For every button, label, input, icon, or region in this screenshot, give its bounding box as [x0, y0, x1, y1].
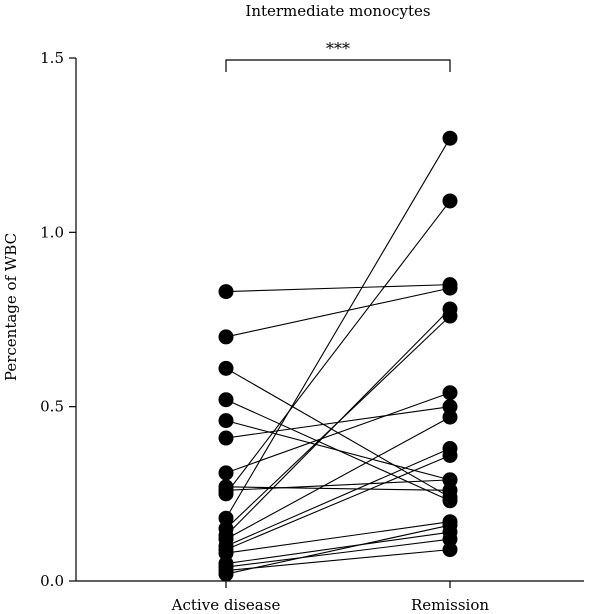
- x-tick-label: Remission: [411, 596, 489, 614]
- point-active-1: [218, 329, 234, 345]
- pair-line-14: [225, 448, 451, 547]
- pair-line-6: [225, 392, 451, 474]
- point-active-6: [218, 465, 234, 481]
- y-ticks: 0.0 0.5 1.0 1.5: [40, 49, 76, 590]
- pair-line-8: [225, 479, 451, 491]
- point-remission-6: [442, 385, 458, 401]
- point-remission-15: [442, 447, 458, 463]
- y-axis-title: Percentage of WBC: [2, 233, 20, 381]
- pair-line-15: [225, 454, 451, 551]
- pair-line-20: [225, 524, 451, 575]
- pair-line-1: [225, 287, 451, 338]
- point-active-4: [218, 413, 234, 429]
- point-remission-5: [442, 399, 458, 415]
- pair-lines: [225, 137, 451, 575]
- pair-line-7: [225, 486, 451, 491]
- point-active-5: [218, 430, 234, 446]
- pair-line-13: [225, 416, 451, 540]
- pair-line-9: [225, 200, 451, 495]
- point-active-9: [218, 486, 234, 502]
- point-active-10: [218, 510, 234, 526]
- y-tick-label: 1.5: [40, 49, 64, 67]
- pair-line-4: [225, 420, 451, 481]
- x-ticks: Active disease Remission: [171, 581, 489, 614]
- point-remission-7: [442, 482, 458, 498]
- significance-bracket: ***: [225, 39, 451, 72]
- point-remission-10: [442, 130, 458, 146]
- x-tick-label: Active disease: [171, 596, 281, 614]
- pair-line-17: [225, 531, 451, 565]
- pair-line-16: [225, 521, 451, 554]
- point-active-0: [218, 284, 234, 300]
- axes: [75, 58, 584, 582]
- point-remission-9: [442, 193, 458, 209]
- point-remission-20: [442, 517, 458, 533]
- pair-line-12: [225, 308, 451, 537]
- pair-line-19: [225, 549, 451, 572]
- pair-line-10: [225, 137, 451, 519]
- y-tick-label: 1.0: [40, 223, 64, 241]
- significance-bracket-line: [225, 59, 451, 72]
- point-remission-12: [442, 301, 458, 317]
- point-remission-19: [442, 542, 458, 558]
- point-active-2: [218, 360, 234, 376]
- data-points: [218, 130, 458, 582]
- y-tick-label: 0.0: [40, 572, 64, 590]
- pair-line-0: [225, 284, 451, 293]
- pair-line-18: [225, 538, 451, 568]
- y-tick-label: 0.5: [40, 398, 64, 416]
- point-remission-18: [442, 531, 458, 547]
- point-remission-1: [442, 280, 458, 296]
- point-remission-3: [442, 493, 458, 509]
- point-remission-13: [442, 409, 458, 425]
- point-active-3: [218, 392, 234, 408]
- significance-label: ***: [326, 39, 350, 58]
- chart-title: Intermediate monocytes: [245, 2, 430, 20]
- point-active-20: [218, 566, 234, 582]
- point-active-16: [218, 545, 234, 561]
- point-remission-8: [442, 472, 458, 488]
